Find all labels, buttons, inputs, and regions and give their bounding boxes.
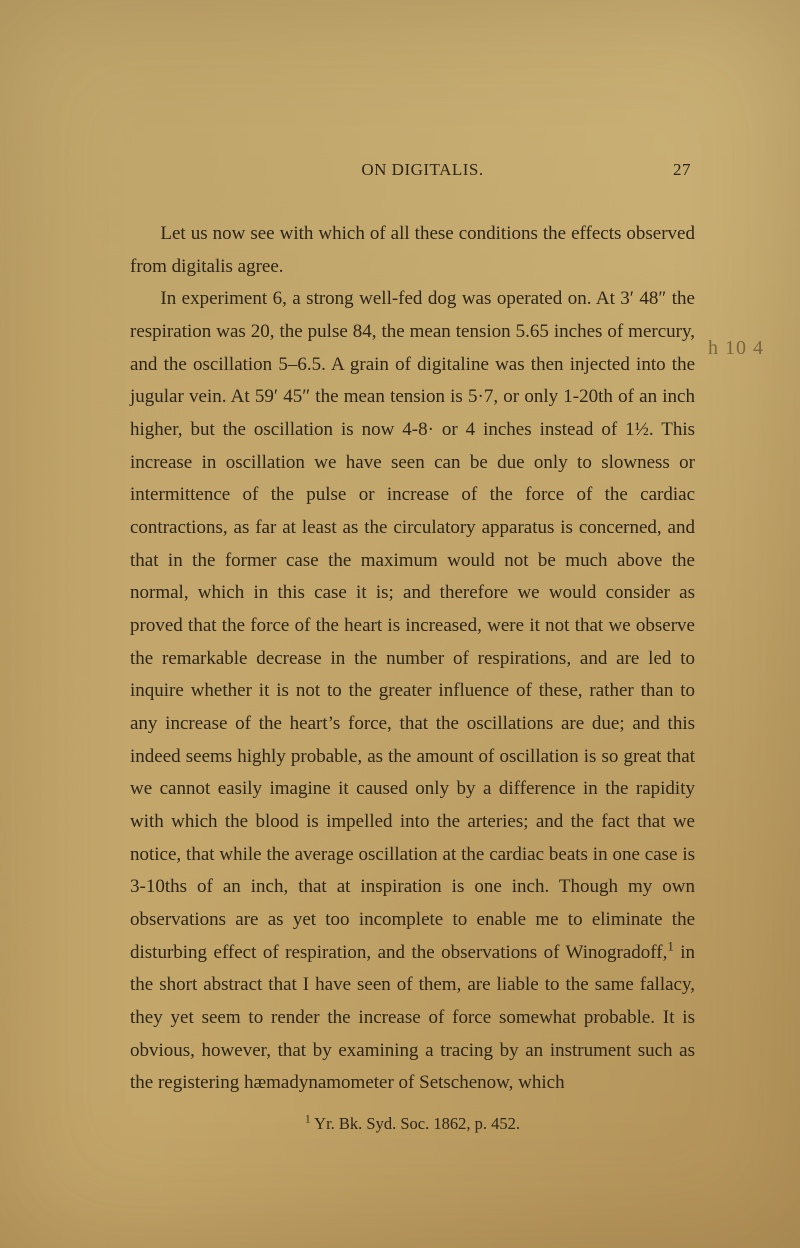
document-page: ON DIGITALIS. 27 Let us now see with whi… <box>0 0 800 1248</box>
running-title: ON DIGITALIS. <box>134 160 651 180</box>
footnote-marker: 1 <box>305 1114 311 1126</box>
margin-annotation: h 10 4 <box>708 338 778 358</box>
body-text: Let us now see with which of all these c… <box>130 218 695 1100</box>
running-head: ON DIGITALIS. 27 <box>130 160 695 180</box>
footnote: 1 Yr. Bk. Syd. Soc. 1862, p. 452. <box>130 1114 695 1134</box>
paragraph-1: Let us now see with which of all these c… <box>130 218 695 283</box>
paragraph-2: In experiment 6, a strong well-fed dog w… <box>130 283 695 1100</box>
footnote-ref: 1 <box>667 938 673 953</box>
page-number: 27 <box>651 160 691 180</box>
footnote-text: Yr. Bk. Syd. Soc. 1862, p. 452. <box>314 1114 520 1133</box>
